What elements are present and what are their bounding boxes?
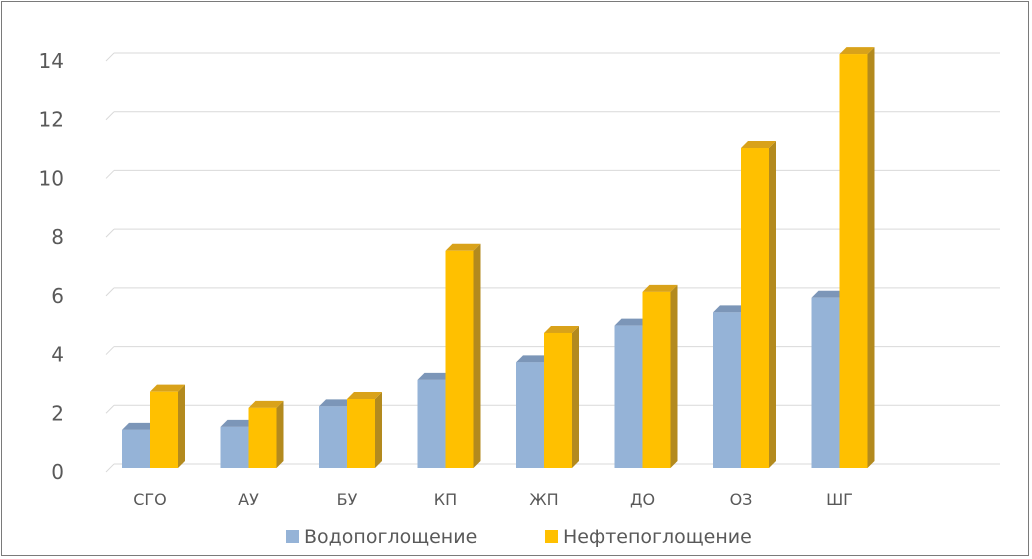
- bar-oil-3: [347, 392, 382, 468]
- bar-top: [544, 325, 579, 333]
- bar-top: [713, 305, 748, 313]
- bar-side: [867, 47, 875, 469]
- bar-top: [319, 399, 354, 407]
- bar-top: [642, 284, 678, 292]
- bar-front: [122, 429, 150, 468]
- gridline-skew: [105, 228, 115, 238]
- gridline-skew: [105, 463, 115, 473]
- x-category-label: БУ: [337, 490, 358, 509]
- legend-label: Водопоглощение: [304, 526, 477, 548]
- bar-oil-8: [839, 47, 875, 469]
- bar-front: [642, 291, 671, 468]
- bar-front: [839, 54, 868, 469]
- bar-side: [178, 384, 185, 468]
- x-category-label: ШГ: [826, 490, 853, 509]
- bar-front: [319, 406, 347, 468]
- legend-swatch: [286, 530, 299, 543]
- legend-label: Нефтепоглощение: [563, 526, 752, 548]
- bar-oil-4: [445, 243, 481, 468]
- bar-front: [544, 332, 572, 468]
- bar-top: [445, 243, 481, 251]
- bar-oil-5: [544, 325, 579, 468]
- bar-front: [713, 312, 741, 468]
- bar-front: [516, 362, 544, 468]
- y-tick-label: 2: [51, 401, 64, 425]
- bar-top: [220, 419, 256, 427]
- gridline-skew: [105, 404, 115, 414]
- bar-oil-6: [642, 284, 678, 468]
- bar-top: [839, 47, 875, 55]
- gridline-skew: [105, 170, 115, 179]
- x-category-label: ЖП: [529, 490, 558, 509]
- bar-front: [445, 250, 474, 468]
- bar-front: [811, 297, 840, 468]
- bar-top: [248, 400, 284, 408]
- x-category-label: ОЗ: [730, 490, 753, 509]
- x-category-label: АУ: [238, 490, 259, 509]
- bar-front: [347, 399, 375, 468]
- gridline-skew: [105, 346, 115, 355]
- bar-front: [220, 426, 249, 468]
- bar-side: [670, 284, 678, 468]
- bar-oil-1: [150, 384, 185, 468]
- y-tick-label: 0: [51, 460, 64, 484]
- x-category-label: КП: [434, 490, 457, 509]
- bar-top: [122, 422, 157, 430]
- legend: Водопоглощение Нефтепоглощение: [286, 526, 752, 548]
- gridline-skew: [105, 287, 115, 297]
- bar-top: [150, 384, 185, 392]
- gridline-skew: [105, 52, 115, 62]
- gridline-skew: [105, 111, 115, 121]
- x-axis-categories: СГО АУ БУ КП ЖП ДО ОЗ ШГ: [133, 490, 853, 509]
- y-tick-label: 12: [39, 108, 64, 132]
- bar-top: [811, 290, 847, 298]
- bar-oil-7: [741, 141, 776, 468]
- bar-front: [741, 148, 769, 468]
- bar-front: [150, 391, 178, 468]
- y-tick-label: 10: [39, 166, 64, 190]
- bar-oil-2: [248, 400, 284, 468]
- bar-front: [417, 379, 446, 468]
- bar-front: [248, 407, 277, 468]
- y-tick-label: 8: [51, 225, 64, 249]
- bar-side: [375, 392, 382, 468]
- bar-side: [473, 243, 481, 468]
- bar-side: [572, 325, 579, 468]
- y-tick-label: 6: [51, 284, 64, 308]
- x-category-label: СГО: [133, 490, 167, 509]
- bars: [122, 47, 875, 469]
- x-category-label: ДО: [630, 490, 655, 509]
- bar-top: [614, 318, 650, 326]
- bar-top: [516, 355, 551, 363]
- bar-top: [417, 372, 453, 380]
- bar-top: [741, 141, 776, 149]
- y-axis-ticks: 0 2 4 6 8 10 12 14: [39, 49, 64, 484]
- bar-front: [614, 325, 643, 468]
- bar-top: [347, 392, 382, 400]
- y-tick-label: 4: [51, 343, 64, 367]
- legend-swatch: [545, 530, 558, 543]
- y-tick-label: 14: [39, 49, 64, 73]
- bar-side: [769, 141, 776, 468]
- bar-side: [276, 400, 284, 468]
